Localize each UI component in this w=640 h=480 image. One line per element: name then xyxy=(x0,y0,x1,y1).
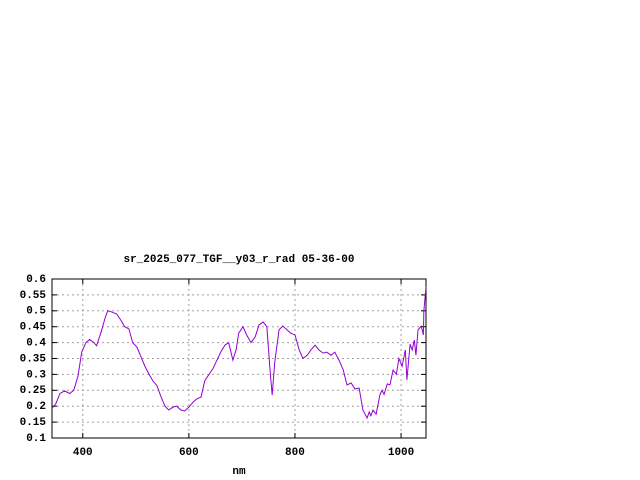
y-tick-label: 0.15 xyxy=(20,417,47,429)
y-tick-label: 0.2 xyxy=(26,401,46,413)
x-tick-label: 800 xyxy=(285,447,305,459)
y-tick-label: 0.6 xyxy=(26,274,46,286)
y-tick-label: 0.25 xyxy=(20,385,47,397)
x-tick-label: 1000 xyxy=(388,447,414,459)
y-tick-label: 0.1 xyxy=(26,433,46,445)
chart-title: sr_2025_077_TGF__y03_r_rad 05-36-00 xyxy=(123,254,354,266)
x-tick-label: 600 xyxy=(179,447,199,459)
y-tick-label: 0.55 xyxy=(20,290,47,302)
x-axis-label: nm xyxy=(232,466,246,478)
y-tick-label: 0.3 xyxy=(26,369,46,381)
y-tick-label: 0.4 xyxy=(26,338,46,350)
y-tick-label: 0.5 xyxy=(26,306,46,318)
y-tick-label: 0.35 xyxy=(20,353,47,365)
data-line xyxy=(51,286,427,420)
plot-frame xyxy=(51,278,427,439)
x-tick-label: 400 xyxy=(73,447,93,459)
y-tick-label: 0.45 xyxy=(20,322,47,334)
